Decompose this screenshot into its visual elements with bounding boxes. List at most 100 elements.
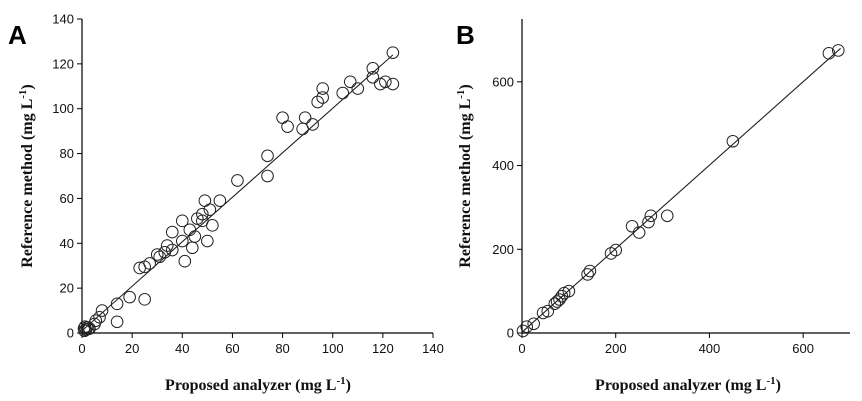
x-tick-label: 100 [322,341,344,356]
data-point [366,71,380,84]
data-point [186,241,199,255]
y-tick-label: 140 [52,12,74,27]
x-tick-label: 0 [518,341,525,356]
data-point [150,248,164,261]
y-axis-label-text: Reference method (mg L [19,99,36,268]
data-point [583,264,597,278]
data-point [343,75,357,89]
x-axis-label-close: ) [776,377,781,394]
data-point [160,239,174,252]
data-point [351,82,365,95]
data-point [581,268,594,281]
x-axis-label-superscript: -1 [336,375,345,387]
data-point [165,225,179,239]
data-point [642,215,655,229]
panel-label: B [456,20,475,50]
data-point [138,293,151,306]
data-point [175,234,189,248]
data-point [541,304,555,318]
data-point [644,209,658,223]
data-point [281,120,294,133]
data-point [604,247,618,260]
x-axis-label: Proposed analyzer (mg L-1) [165,375,351,394]
x-axis-label-superscript: -1 [766,375,775,387]
data-point [311,95,324,109]
y-tick-label: 120 [52,56,74,71]
y-axis-label-text: Reference method (mg L [457,99,474,268]
data-point [110,315,124,329]
x-axis-label: Proposed analyzer (mg L-1) [595,375,781,394]
data-point [175,214,189,228]
y-tick-label: 400 [492,158,514,173]
data-point [660,209,674,223]
data-point [386,46,400,59]
data-point [379,75,392,89]
data-point [78,320,92,334]
data-point [198,194,212,207]
x-tick-label: 200 [605,341,627,356]
x-tick-label: 60 [225,341,239,356]
y-axis-label-superscript: -1 [17,90,29,99]
data-point [316,91,329,104]
data-point [366,62,380,75]
y-tick-label: 0 [507,326,514,341]
data-point [206,219,219,232]
y-tick-label: 40 [60,236,74,251]
x-axis-label-text: Proposed analyzer (mg L [165,377,336,394]
data-point [261,149,274,163]
chart-panel-b: B 0 200 400 600 0 200 400 600 Proposed analyzer (… [455,19,850,394]
data-point [276,111,289,124]
data-point [562,284,576,298]
x-tick-label: 0 [78,341,85,356]
data-point [625,219,639,233]
data-point [89,314,103,327]
y-tick-label: 60 [60,191,74,206]
data-point [123,290,136,304]
data-point [316,82,329,95]
data-point [726,134,740,148]
x-tick-label: 80 [275,341,289,356]
y-axis-label: Reference method (mg L-1) [455,84,474,267]
data-point [158,245,172,259]
y-axis-label-superscript: -1 [455,90,467,99]
data-point [95,304,109,317]
data-point [516,324,530,338]
panel-label: A [8,20,27,50]
data-point [632,226,646,239]
data-point [201,234,214,248]
x-axis-label-text: Proposed analyzer (mg L [595,377,766,394]
y-tick-label: 0 [67,326,74,341]
data-point [188,230,202,243]
data-point [298,111,312,124]
x-tick-label: 20 [125,341,139,356]
data-point [231,174,244,187]
x-tick-label: 40 [175,341,189,356]
y-axis-label: Reference method (mg L-1) [17,84,36,267]
data-point [261,169,274,183]
data-point [178,254,192,268]
data-point [822,47,836,60]
y-axis-label-close: ) [457,84,474,89]
regression-line [81,54,394,332]
data-point [555,289,569,303]
x-tick-label: 600 [792,341,814,356]
y-tick-label: 80 [60,146,74,161]
chart-panel-a: A 0 20 40 60 80 100 120 140 0 20 40 60 80 100 120 140 Pro… [8,12,444,395]
data-point [143,257,156,270]
data-point [520,320,533,334]
data-point [386,77,400,91]
data-point [527,317,541,331]
data-point [153,250,167,264]
data-point [553,293,566,306]
data-point [165,243,179,257]
data-point [306,118,319,131]
x-axis-label-close: ) [346,377,351,394]
data-point [213,194,227,207]
y-axis-label-close: ) [19,84,36,89]
data-point [110,297,124,311]
data-point [609,243,623,257]
x-tick-label: 400 [699,341,721,356]
data-point [93,311,106,324]
data-point [196,207,209,221]
